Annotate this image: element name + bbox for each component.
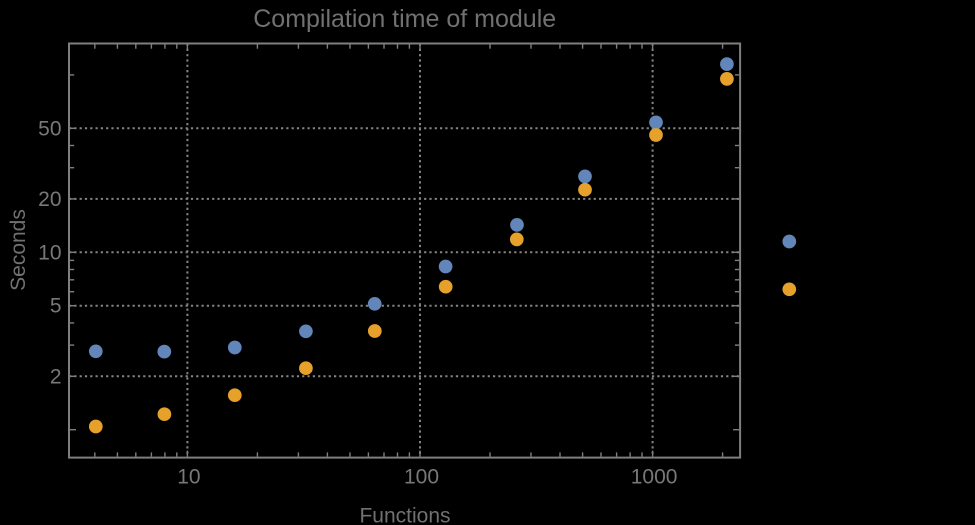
svg-text:50: 50	[38, 117, 61, 140]
svg-text:10: 10	[177, 465, 200, 488]
svg-text:1000: 1000	[631, 465, 678, 488]
svg-text:20: 20	[38, 188, 61, 211]
svg-text:100: 100	[404, 465, 439, 488]
svg-text:Functions: Functions	[359, 505, 450, 525]
svg-text:Compilation time of module: Compilation time of module	[253, 5, 556, 33]
svg-text:Seconds: Seconds	[7, 209, 30, 291]
svg-text:5: 5	[50, 295, 62, 318]
svg-text:2: 2	[50, 365, 62, 388]
svg-text:10: 10	[38, 241, 61, 264]
